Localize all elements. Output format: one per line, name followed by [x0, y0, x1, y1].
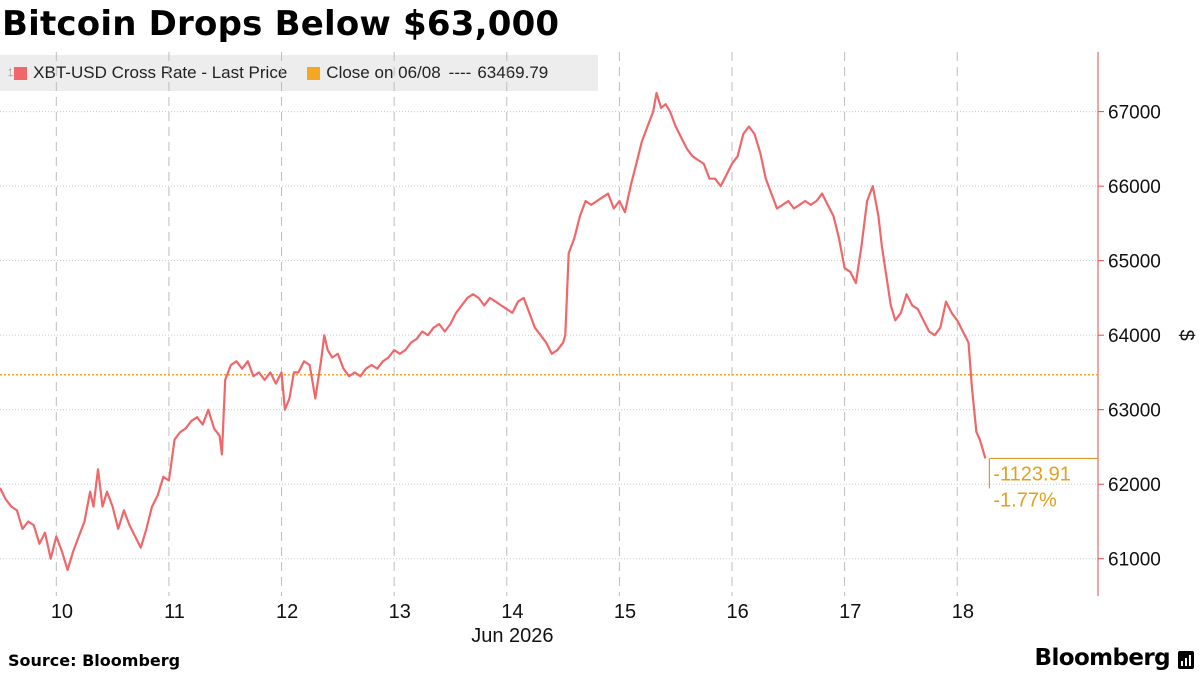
y-tick-label: 65000	[1108, 252, 1161, 273]
x-tick-label: 14	[501, 601, 523, 623]
x-tick-label: 16	[727, 601, 749, 623]
change-percent-label: -1.77%	[993, 489, 1057, 511]
x-tick-label: 12	[276, 601, 298, 623]
x-tick-label: 15	[614, 601, 636, 623]
y-tick-label: 61000	[1108, 550, 1161, 571]
legend-close-dashes: ----	[448, 63, 472, 82]
series-line-xbt-usd	[0, 91, 987, 571]
y-axis-label: $	[1175, 330, 1197, 341]
source-note: Source: Bloomberg	[8, 651, 181, 670]
change-value-label: -1123.91	[993, 463, 1070, 485]
chart-title: Bitcoin Drops Below $63,000	[2, 4, 560, 44]
legend-close-label: Close on 06/08	[326, 63, 441, 82]
y-tick-label: 66000	[1108, 177, 1161, 198]
legend-item-close: Close on 06/08 ---- 63469.79	[307, 63, 548, 83]
legend-swatch-close	[307, 66, 321, 80]
y-tick-label: 64000	[1108, 326, 1161, 347]
x-tick-label: 17	[839, 601, 861, 623]
legend-series-label: XBT-USD Cross Rate - Last Price	[33, 63, 288, 82]
y-tick-label: 67000	[1108, 103, 1161, 124]
brand-logo: Bloomberg	[1034, 645, 1171, 671]
x-tick-label: 18	[952, 601, 974, 623]
legend-item-series: ⥠ XBT-USD Cross Rate - Last Price	[0, 63, 287, 83]
legend-swatch-series	[14, 66, 28, 80]
x-tick-label: 10	[51, 601, 73, 623]
x-tick-label: 11	[164, 601, 185, 623]
y-tick-label: 63000	[1108, 401, 1161, 422]
legend-marker-icon: ⥠	[8, 66, 14, 79]
legend: ⥠ XBT-USD Cross Rate - Last Price Close …	[0, 55, 598, 91]
x-tick-label: 13	[389, 601, 411, 623]
x-axis-label: Jun 2026	[471, 625, 553, 647]
y-tick-label: 62000	[1108, 475, 1161, 496]
bloomberg-terminal-icon	[1178, 651, 1194, 669]
legend-close-value: 63469.79	[477, 63, 549, 82]
